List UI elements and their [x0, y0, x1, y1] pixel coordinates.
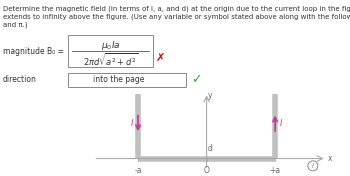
Bar [68, 35, 153, 67]
Text: ✓: ✓ [191, 74, 202, 86]
Text: and π.): and π.) [3, 22, 28, 29]
Text: magnitude B₀ =: magnitude B₀ = [3, 48, 64, 56]
Text: $\mu_0 Ia$: $\mu_0 Ia$ [101, 39, 120, 52]
Bar [68, 73, 186, 87]
Text: extends to infinity above the figure. (Use any variable or symbol stated above a: extends to infinity above the figure. (U… [3, 14, 350, 20]
Text: i: i [312, 163, 314, 169]
Text: Determine the magnetic field (in terms of I, a, and d) at the origin due to the : Determine the magnetic field (in terms o… [3, 6, 350, 12]
Text: O: O [204, 166, 210, 175]
Text: y: y [208, 91, 212, 100]
Text: into the page: into the page [93, 76, 145, 84]
Text: +a: +a [270, 166, 281, 175]
Text: $2\pi d\sqrt{a^2+d^2}$: $2\pi d\sqrt{a^2+d^2}$ [83, 51, 138, 69]
Text: I: I [131, 119, 133, 128]
Text: -a: -a [134, 166, 142, 175]
Text: x: x [328, 154, 332, 163]
Text: ✗: ✗ [156, 53, 165, 63]
Text: d: d [208, 144, 213, 153]
Text: direction: direction [3, 76, 37, 84]
Text: I: I [280, 119, 283, 128]
